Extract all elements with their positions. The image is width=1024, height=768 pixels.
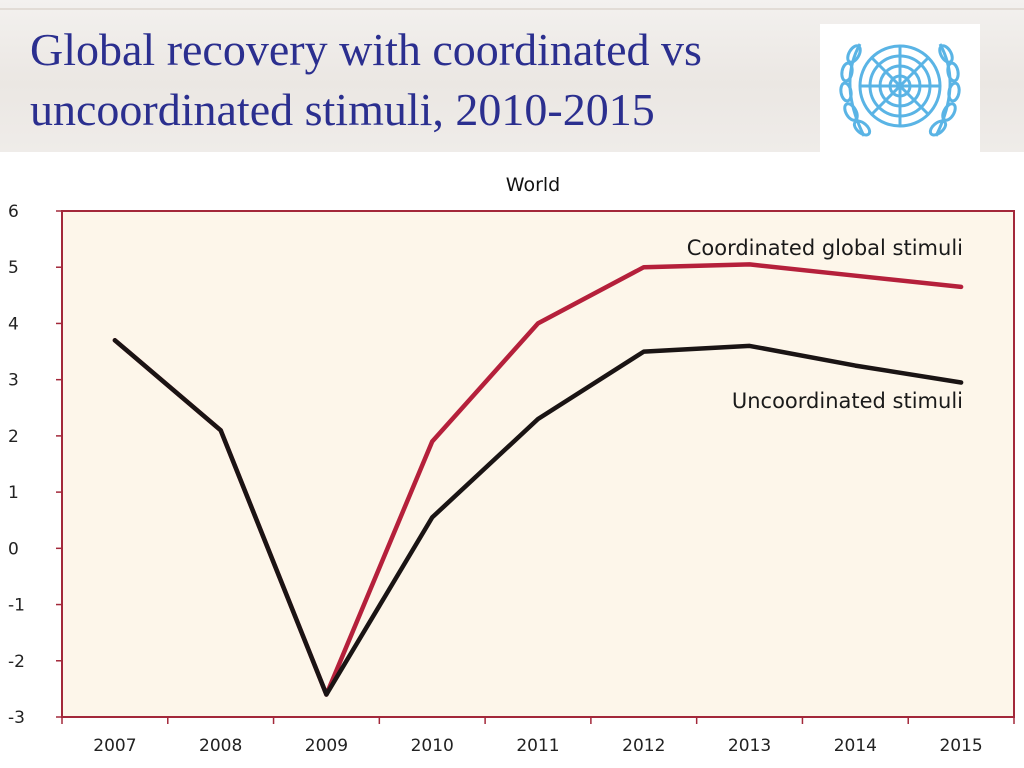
series-line-uncoordinated [112,338,964,697]
x-tick-label: 2014 [834,736,877,756]
un-emblem-icon [839,43,961,137]
series-label-coordinated: Coordinated global stimuli [687,236,963,260]
slide-title-line-1: Global recovery with coordinated vs [30,24,702,75]
un-emblem-logo [820,24,980,154]
plot-area [61,210,1015,718]
x-tick-label: 2010 [411,736,454,756]
axis-ticks [56,210,1015,724]
y-tick-label: 1 [8,483,19,503]
series-lines [112,262,964,697]
y-tick-label: -1 [8,596,25,616]
x-tick-label: 2012 [622,736,665,756]
slide-title-line-2: uncoordinated stimuli, 2010-2015 [30,84,655,135]
x-tick-label: 2007 [93,736,136,756]
x-tick-label: 2013 [728,736,771,756]
y-axis-labels: -3 -2 -1 0 1 2 3 4 5 6 [8,202,25,728]
slide-title: Global recovery with coordinated vs unco… [30,20,830,140]
y-tick-label: 3 [8,371,19,391]
y-tick-label: -2 [8,652,25,672]
x-tick-label: 2009 [305,736,348,756]
x-tick-label: 2011 [516,736,559,756]
series-label-uncoordinated: Uncoordinated stimuli [732,389,963,413]
x-tick-label: 2008 [199,736,242,756]
y-tick-label: 2 [8,427,19,447]
x-tick-label: 2015 [939,736,982,756]
y-tick-label: -3 [8,708,25,728]
y-tick-label: 4 [8,314,19,334]
x-axis-labels: 2007 2008 2009 2010 2011 2012 2013 2014 2015 [93,736,982,756]
chart-title: World [506,174,560,196]
y-tick-label: 0 [8,539,19,559]
y-tick-label: 6 [8,202,19,222]
y-tick-label: 5 [8,258,19,278]
